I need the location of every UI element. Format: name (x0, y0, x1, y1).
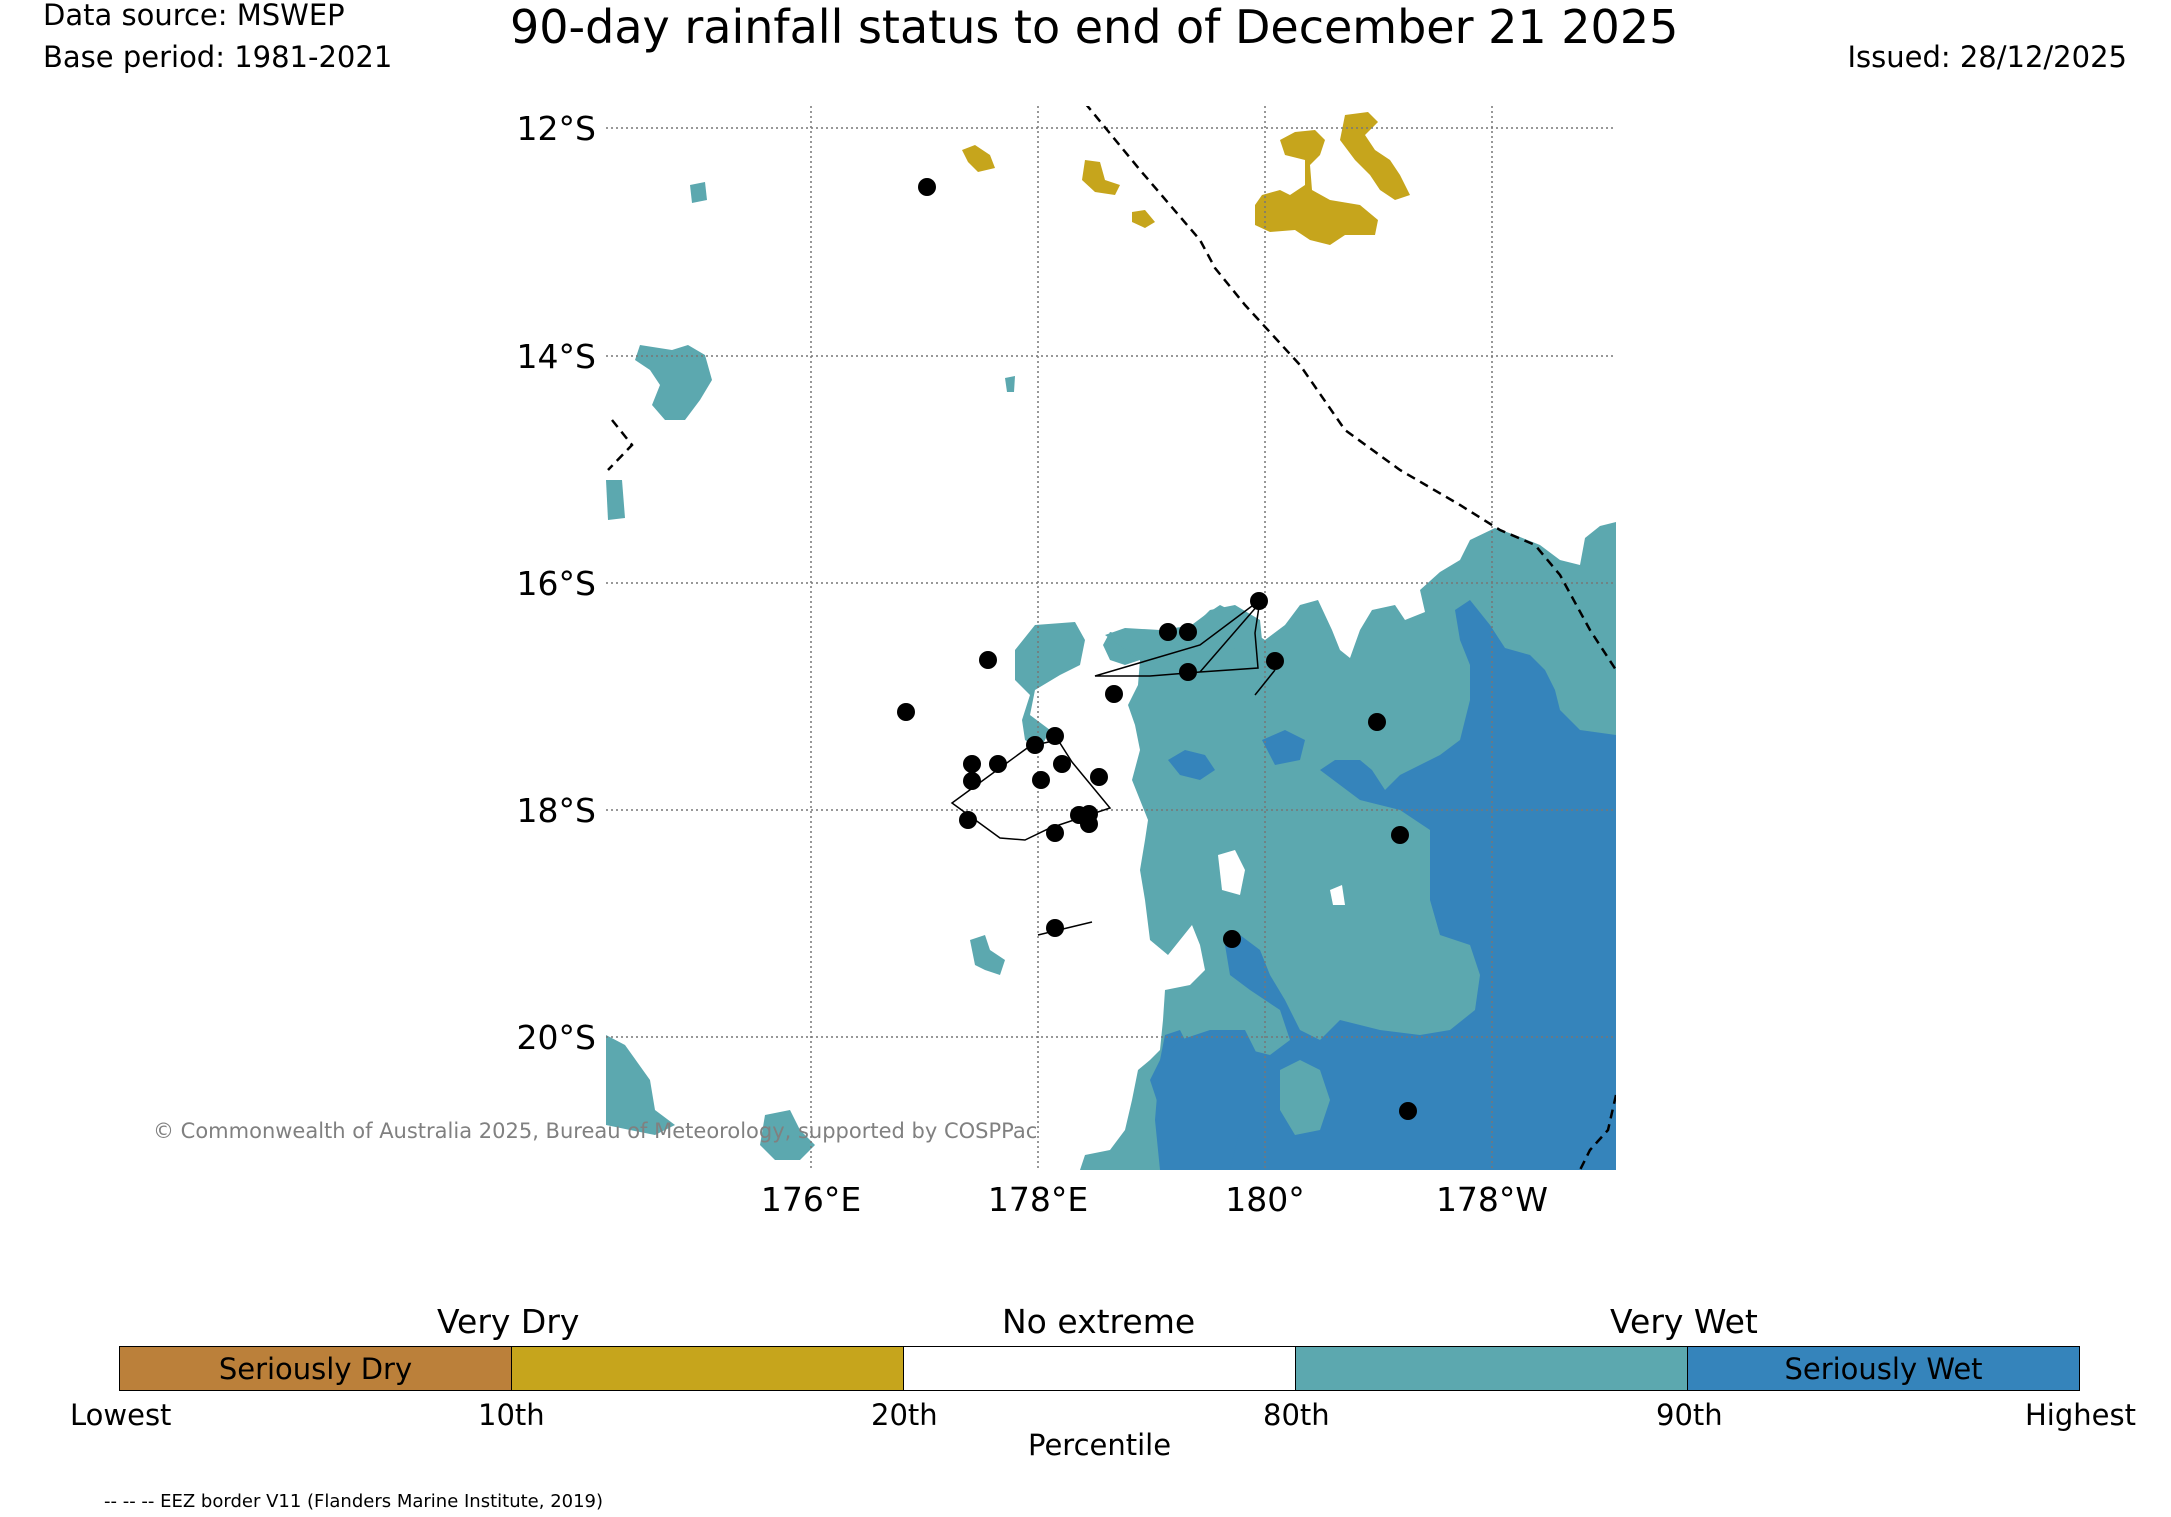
very-dry-region-1 (1255, 130, 1378, 245)
colorbar-axis-label: Percentile (1028, 1428, 1172, 1462)
seriously-wet-region-east (1150, 600, 1616, 1170)
tick-10th: 10th (478, 1398, 545, 1432)
very-wet-patch-west-1 (635, 345, 712, 420)
lon-label-180: 180° (1225, 1180, 1305, 1219)
legend-very-wet-label: Very Wet (1610, 1302, 1758, 1341)
base-period-label: Base period: 1981-2021 (43, 40, 393, 74)
no-extreme-hole-3 (1330, 885, 1345, 905)
data-source-label: Data source: MSWEP (43, 0, 345, 32)
very-wet-region-south-patch (1280, 1060, 1330, 1135)
lon-label-178w: 178°W (1436, 1180, 1548, 1219)
very-dry-region-4 (1082, 160, 1120, 195)
legend-very-dry-label: Very Dry (437, 1302, 580, 1341)
tick-80th: 80th (1263, 1398, 1330, 1432)
eez-border-note: -- -- -- EEZ border V11 (Flanders Marine… (104, 1491, 604, 1512)
tick-90th: 90th (1656, 1398, 1723, 1432)
copyright-notice: © Commonwealth of Australia 2025, Bureau… (153, 1119, 1038, 1143)
lon-label-176e: 176°E (761, 1180, 861, 1219)
latitude-labels: 12°S 14°S 16°S 18°S 20°S (517, 109, 596, 1057)
map-title: 90-day rainfall status to end of Decembe… (510, 0, 1679, 54)
very-wet-patch-west-3 (690, 182, 707, 203)
very-wet-region-north (1015, 622, 1085, 750)
lat-label-20s: 20°S (517, 1018, 596, 1057)
lat-label-16s: 16°S (517, 564, 596, 603)
colorbar-very-wet (1296, 1347, 1688, 1390)
very-wet-patch-south-1 (760, 1110, 815, 1160)
colorbar-seriously-wet: Seriously Wet (1688, 1347, 2079, 1390)
very-dry-region-2 (1340, 112, 1410, 200)
very-wet-patch-west-4 (606, 1035, 675, 1135)
seriously-wet-region-patch2 (1262, 730, 1305, 765)
seriously-wet-region-south (1155, 1030, 1260, 1170)
colorbar-seriously-dry: Seriously Dry (120, 1347, 512, 1390)
seriously-wet-region-patch (1168, 750, 1215, 780)
colorbar-no-extreme (904, 1347, 1296, 1390)
lat-label-12s: 12°S (517, 109, 596, 148)
lat-label-14s: 14°S (517, 337, 596, 376)
issued-date-label: Issued: 28/12/2025 (1847, 40, 2127, 74)
very-wet-patch-small (1005, 376, 1015, 392)
rainfall-regions (606, 112, 1616, 1170)
eez-borders (607, 106, 1616, 1170)
percentile-colorbar: Seriously Dry Seriously Wet (119, 1346, 2080, 1391)
very-wet-patch-west-2 (606, 480, 625, 520)
colorbar-very-dry (512, 1347, 904, 1390)
tick-highest: Highest (2025, 1398, 2136, 1432)
longitude-labels: 176°E 178°E 180° 178°W (761, 1180, 1548, 1219)
lon-label-178e: 178°E (988, 1180, 1088, 1219)
very-dry-region-5 (1132, 210, 1155, 228)
very-wet-patch-south-2 (970, 935, 1005, 975)
gridlines (606, 106, 1616, 1170)
very-dry-region-3 (962, 145, 995, 172)
tick-20th: 20th (871, 1398, 938, 1432)
no-extreme-hole-2 (1218, 850, 1245, 895)
station-markers (897, 178, 1417, 1120)
tick-lowest: Lowest (70, 1398, 172, 1432)
legend-no-extreme-label: No extreme (1002, 1302, 1196, 1341)
lat-label-18s: 18°S (517, 791, 596, 830)
